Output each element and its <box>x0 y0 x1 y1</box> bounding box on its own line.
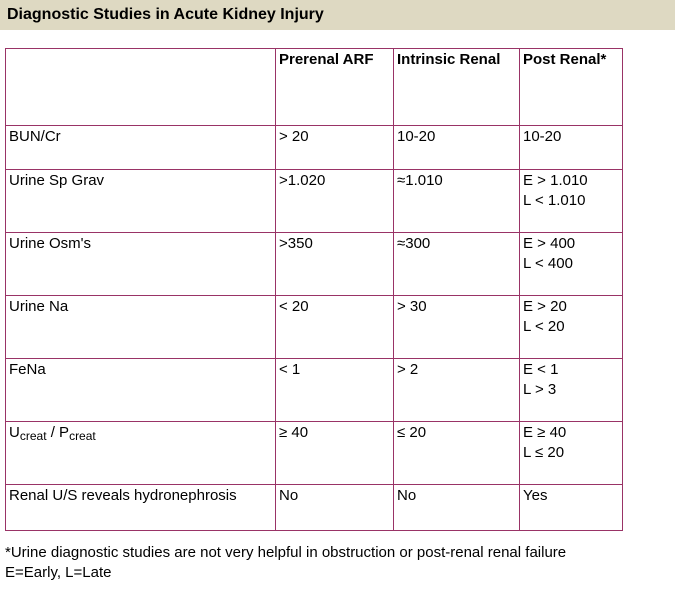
row-label-cell: BUN/Cr <box>6 126 276 170</box>
label-separator: / <box>46 424 60 441</box>
value-cell-postrenal: E < 1 L > 3 <box>520 359 623 422</box>
value-cell-intrinsic: No <box>394 485 520 531</box>
table-row-renal-us: Renal U/S reveals hydronephrosis No No Y… <box>6 485 623 531</box>
value-cell-prerenal: >1.020 <box>276 170 394 233</box>
header-post-renal: Post Renal* <box>520 49 623 126</box>
value-cell-postrenal: E > 1.010 L < 1.010 <box>520 170 623 233</box>
value-cell-postrenal: E ≥ 40 L ≤ 20 <box>520 422 623 485</box>
header-empty-cell <box>6 49 276 126</box>
row-label-cell: Renal U/S reveals hydronephrosis <box>6 485 276 531</box>
header-intrinsic-renal: Intrinsic Renal <box>394 49 520 126</box>
page-title: Diagnostic Studies in Acute Kidney Injur… <box>7 6 324 23</box>
row-label-cell: FeNa <box>6 359 276 422</box>
table-row-urine-osms: Urine Osm's >350 ≈300 E > 400 L < 400 <box>6 233 623 296</box>
table-row-urine-sp-grav: Urine Sp Grav >1.020 ≈1.010 E > 1.010 L … <box>6 170 623 233</box>
row-label-cell: Ucreat / Pcreat <box>6 422 276 485</box>
value-cell-intrinsic: ≈1.010 <box>394 170 520 233</box>
value-cell-prerenal: No <box>276 485 394 531</box>
value-cell-prerenal: >350 <box>276 233 394 296</box>
table-row-urine-na: Urine Na < 20 > 30 E > 20 L < 20 <box>6 296 623 359</box>
value-cell-intrinsic: 10-20 <box>394 126 520 170</box>
value-cell-prerenal: < 1 <box>276 359 394 422</box>
diagnostic-studies-table: Prerenal ARF Intrinsic Renal Post Renal*… <box>5 48 623 531</box>
table-header-row: Prerenal ARF Intrinsic Renal Post Renal* <box>6 49 623 126</box>
ucreat-subscript: creat <box>19 429 47 443</box>
value-cell-prerenal: < 20 <box>276 296 394 359</box>
value-cell-postrenal: 10-20 <box>520 126 623 170</box>
table-row-fena: FeNa < 1 > 2 E < 1 L > 3 <box>6 359 623 422</box>
page-title-bar: Diagnostic Studies in Acute Kidney Injur… <box>0 0 675 30</box>
row-label-cell: Urine Osm's <box>6 233 276 296</box>
row-label-cell: Urine Sp Grav <box>6 170 276 233</box>
table-row-bun-cr: BUN/Cr > 20 10-20 10-20 <box>6 126 623 170</box>
header-prerenal-arf: Prerenal ARF <box>276 49 394 126</box>
value-cell-postrenal: E > 20 L < 20 <box>520 296 623 359</box>
pcreat-subscript: creat <box>69 429 96 443</box>
footnote-legend: E=Early, L=Late <box>5 564 112 581</box>
value-cell-intrinsic: > 2 <box>394 359 520 422</box>
value-cell-prerenal: ≥ 40 <box>276 422 394 485</box>
row-label-cell: Urine Na <box>6 296 276 359</box>
pcreat-base: P <box>59 424 70 441</box>
value-cell-postrenal: Yes <box>520 485 623 531</box>
value-cell-intrinsic: ≈300 <box>394 233 520 296</box>
value-cell-prerenal: > 20 <box>276 126 394 170</box>
ucreat-base: U <box>9 424 20 441</box>
value-cell-intrinsic: ≤ 20 <box>394 422 520 485</box>
footnote-asterisk: *Urine diagnostic studies are not very h… <box>5 544 567 561</box>
table-row-ucreat-pcreat: Ucreat / Pcreat ≥ 40 ≤ 20 E ≥ 40 L ≤ 20 <box>6 422 623 485</box>
footnotes: *Urine diagnostic studies are not very h… <box>5 543 566 583</box>
value-cell-intrinsic: > 30 <box>394 296 520 359</box>
value-cell-postrenal: E > 400 L < 400 <box>520 233 623 296</box>
